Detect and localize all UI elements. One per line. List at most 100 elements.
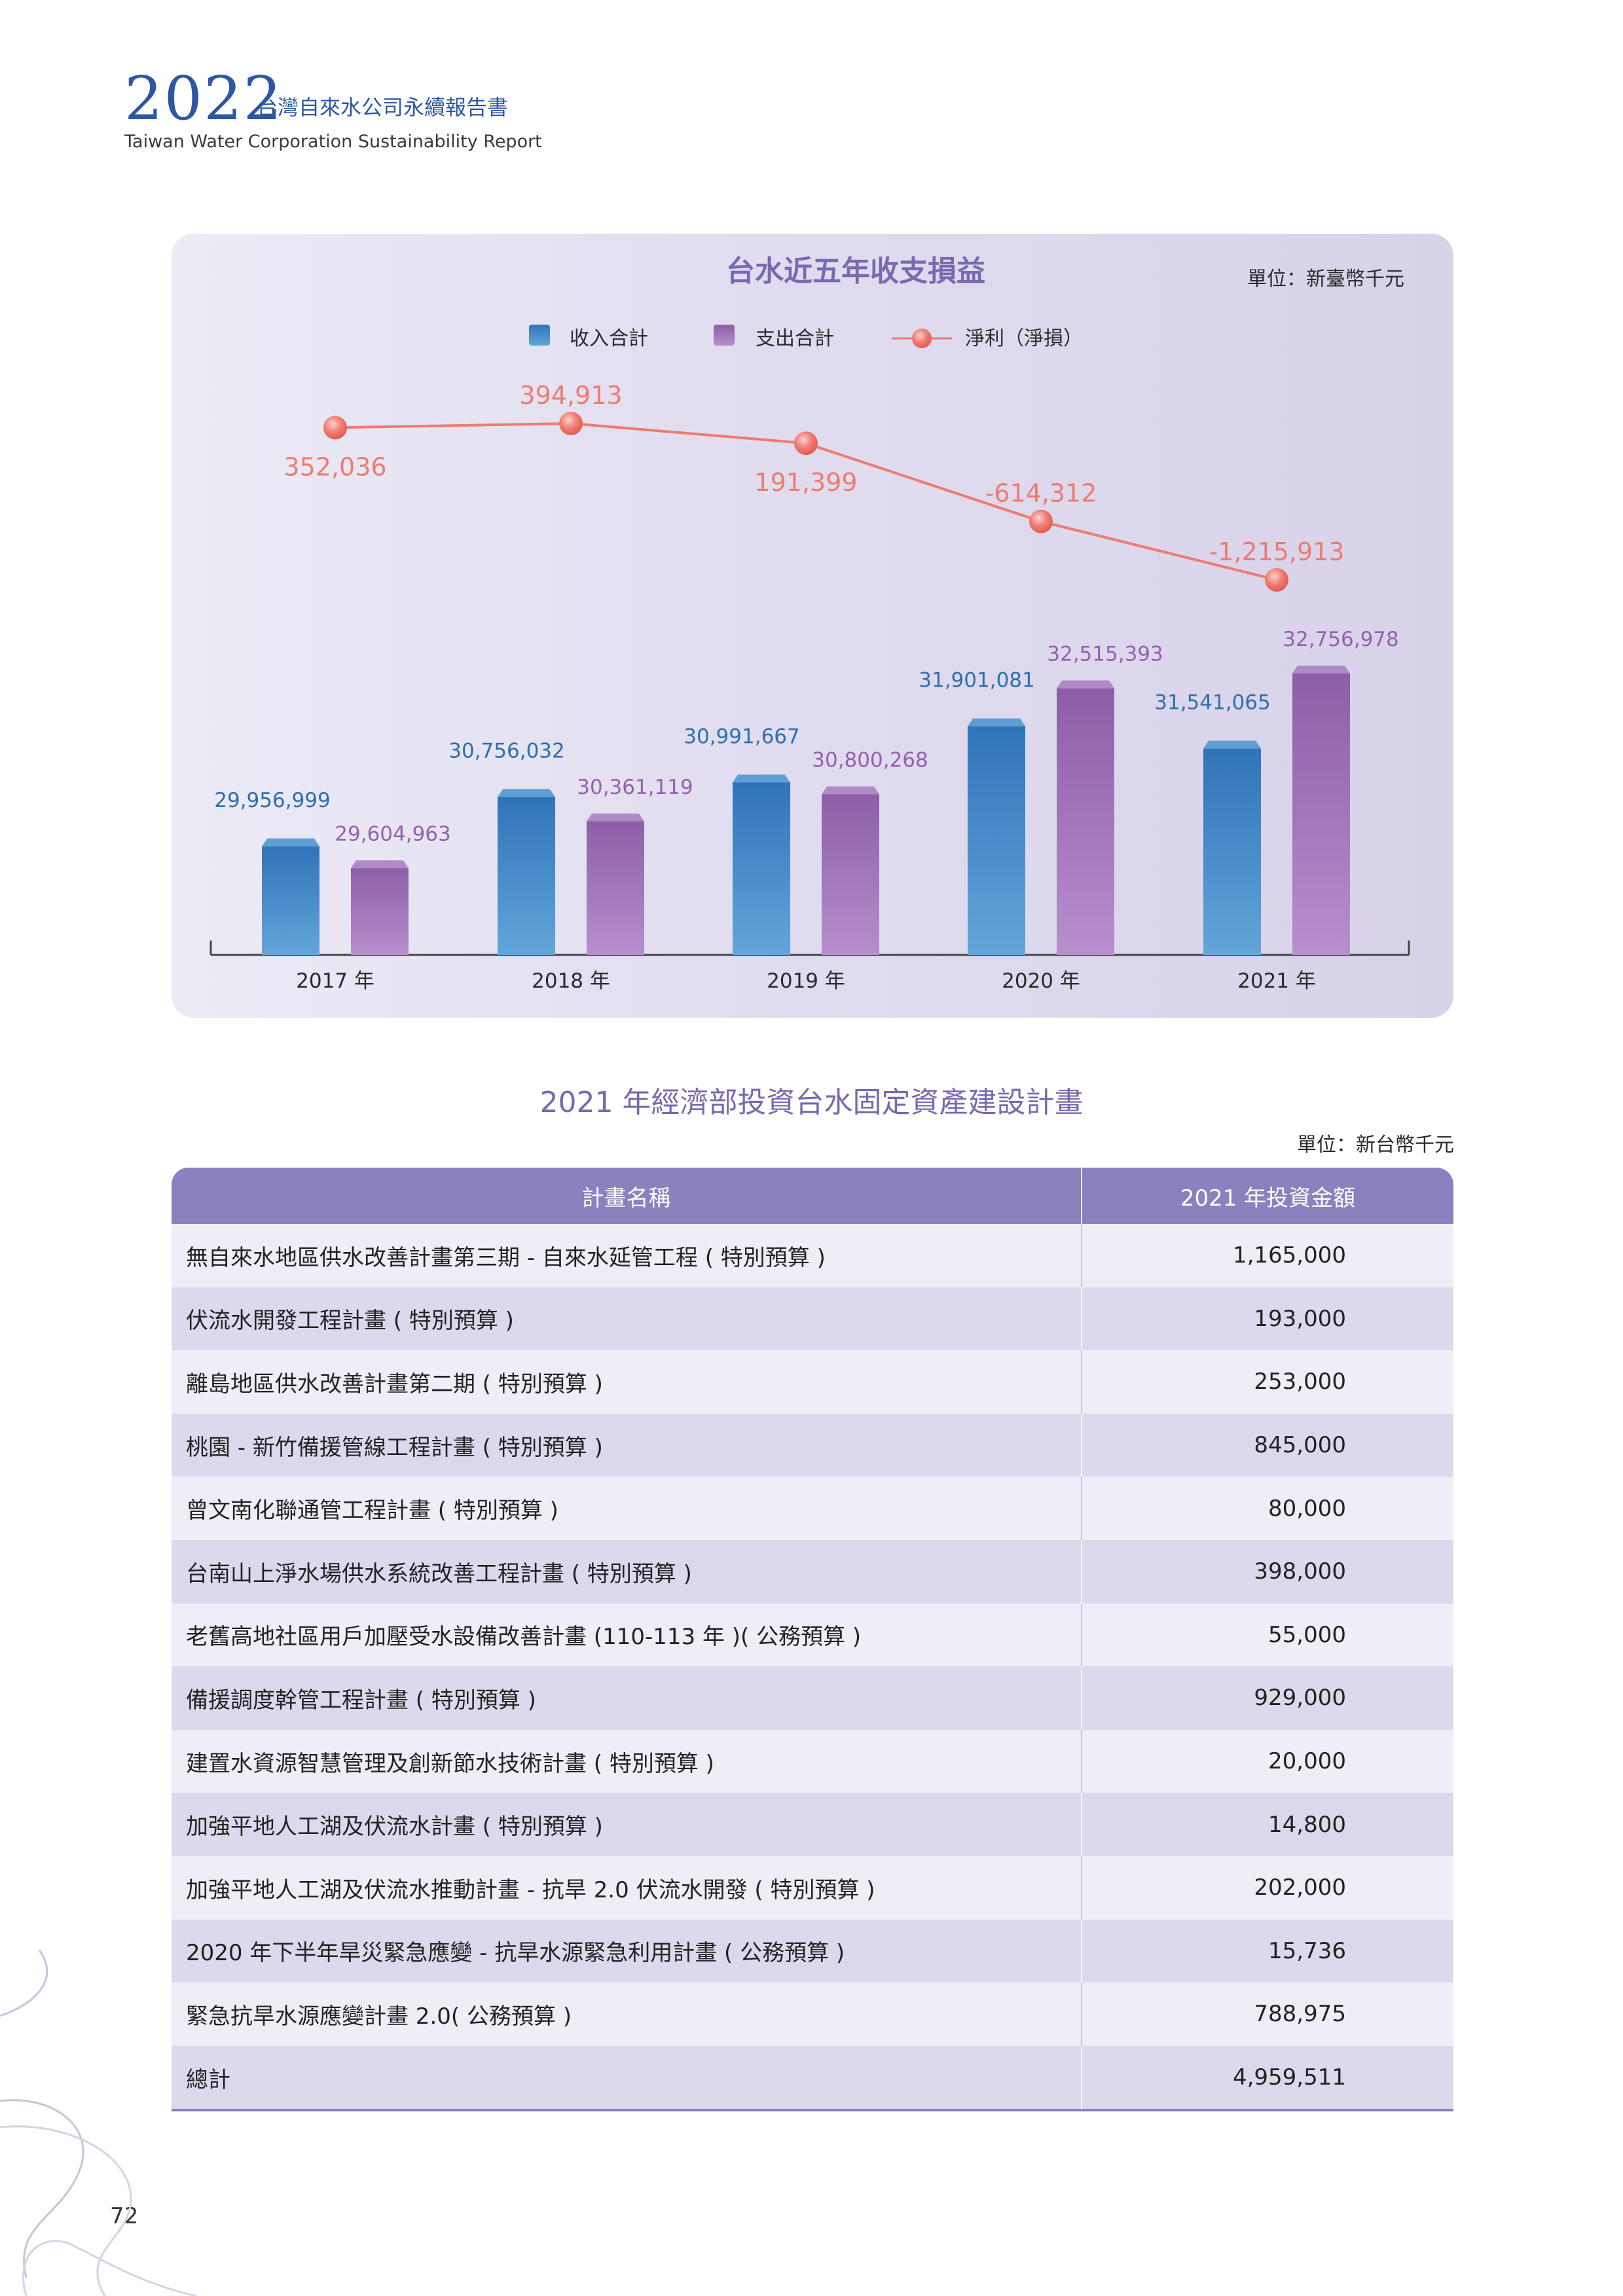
income-bar-0-label: 29,956,999 (214, 789, 331, 812)
legend-net-label: 淨利（淨損） (965, 327, 1083, 350)
amount-cell: 193,000 (1081, 1287, 1453, 1351)
table-row: 老舊高地社區用戶加壓受水設備改善計畫 (110-113 年 )( 公務預算 ) 5… (172, 1603, 1453, 1667)
income-bar-2-cap (733, 774, 790, 783)
table-row: 無自來水地區供水改善計畫第三期 - 自來水延管工程 ( 特別預算 ) 1,165,… (172, 1224, 1453, 1287)
income-expense-chart: 台水近五年收支損益 單位：新臺幣千元 收入合計 支出合計 淨利（淨損） 29,9… (210, 255, 1410, 993)
expense-bar-0-label: 29,604,963 (335, 822, 451, 846)
income-bar-1 (498, 797, 555, 955)
amount-cell: 788,975 (1081, 1982, 1453, 2046)
chart-panel: 台水近五年收支損益 單位：新臺幣千元 收入合計 支出合計 淨利（淨損） 29,9… (172, 234, 1453, 1018)
table-row: 備援調度幹管工程計畫 ( 特別預算 ) 929,000 (172, 1666, 1453, 1730)
amount-cell: 4,959,511 (1081, 2045, 1453, 2112)
plan-name-cell: 伏流水開發工程計畫 ( 特別預算 ) (172, 1287, 1082, 1351)
plan-name-cell: 老舊高地社區用戶加壓受水設備改善計畫 (110-113 年 )( 公務預算 ) (172, 1603, 1082, 1667)
report-title-en: Taiwan Water Corporation Sustainability … (124, 132, 542, 152)
amount-cell: 1,165,000 (1081, 1224, 1453, 1287)
net-label-4: -1,215,913 (1209, 537, 1344, 566)
income-bar-2 (733, 782, 790, 955)
table-row: 離島地區供水改善計畫第二期 ( 特別預算 ) 253,000 (172, 1350, 1453, 1414)
table-row: 建置水資源智慧管理及創新節水技術計畫 ( 特別預算 ) 20,000 (172, 1729, 1453, 1793)
net-point-3 (1029, 509, 1053, 533)
expense-bar-4-cap (1292, 665, 1350, 673)
report-title-zh: 台灣自來水公司永續報告書 (257, 95, 509, 120)
net-point-0 (323, 416, 347, 440)
page-number: 72 (110, 2203, 139, 2229)
net-label-1: 394,913 (519, 381, 622, 410)
plan-name-cell: 離島地區供水改善計畫第二期 ( 特別預算 ) (172, 1350, 1082, 1414)
legend-income-label: 收入合計 (570, 327, 648, 350)
chart-unit: 單位：新臺幣千元 (1247, 268, 1404, 291)
x-tick-0: 2017 年 (296, 969, 374, 993)
chart-legend: 收入合計 支出合計 淨利（淨損） (529, 325, 1083, 350)
expense-bar-1 (587, 821, 644, 955)
net-point-1 (559, 412, 583, 435)
amount-cell: 55,000 (1081, 1603, 1453, 1667)
table-row: 總計 4,959,511 (172, 2045, 1453, 2112)
chart-title: 台水近五年收支損益 (726, 255, 985, 288)
amount-cell: 14,800 (1081, 1793, 1453, 1856)
table-unit: 單位：新台幣千元 (1297, 1134, 1454, 1157)
plan-name-cell: 桃園 - 新竹備援管線工程計畫 ( 特別預算 ) (172, 1413, 1082, 1477)
amount-cell: 202,000 (1081, 1856, 1453, 1920)
expense-bar-4-label: 32,756,978 (1283, 628, 1399, 651)
x-tick-2: 2019 年 (767, 969, 845, 993)
expense-bar-3-cap (1057, 680, 1114, 689)
expense-bar-3 (1057, 688, 1114, 955)
expense-bar-3-label: 32,515,393 (1047, 643, 1163, 666)
amount-cell: 15,736 (1081, 1919, 1453, 1983)
header-plan-name: 計畫名稱 (172, 1168, 1082, 1224)
table-row: 桃園 - 新竹備援管線工程計畫 ( 特別預算 ) 845,000 (172, 1413, 1453, 1477)
income-bar-3-cap (968, 718, 1025, 726)
income-bar-1-label: 30,756,032 (448, 740, 565, 763)
table-row: 台南山上淨水場供水系統改善工程計畫 ( 特別預算 ) 398,000 (172, 1539, 1453, 1604)
amount-cell: 398,000 (1081, 1539, 1453, 1604)
expense-bar-0 (351, 868, 409, 955)
net-point-4 (1265, 568, 1288, 592)
income-bar-4 (1203, 748, 1261, 955)
table-row: 加強平地人工湖及伏流水計畫 ( 特別預算 ) 14,800 (172, 1793, 1453, 1856)
table-row: 2020 年下半年旱災緊急應變 - 抗旱水源緊急利用計畫 ( 公務預算 ) 15,… (172, 1919, 1453, 1983)
net-point-2 (794, 431, 818, 456)
legend-net-dot (912, 329, 932, 348)
plan-name-cell: 曾文南化聯通管工程計畫 ( 特別預算 ) (172, 1477, 1082, 1540)
income-bar-3 (968, 726, 1025, 955)
table-row: 加強平地人工湖及伏流水推動計畫 - 抗旱 2.0 伏流水開發 ( 特別預算 ) 2… (172, 1856, 1453, 1920)
expense-bar-1-label: 30,361,119 (577, 776, 693, 799)
expense-bar-1-cap (587, 813, 644, 821)
report-year: 2022 (124, 63, 283, 134)
plan-name-cell: 台南山上淨水場供水系統改善工程計畫 ( 特別預算 ) (172, 1539, 1082, 1604)
expense-bar-2-cap (822, 786, 879, 795)
income-bar-4-label: 31,541,065 (1154, 691, 1271, 715)
net-line-group: 352,036 394,913 191,399 -614,312 -1,215,913 (283, 381, 1345, 592)
table-title: 2021 年經濟部投資台水固定資產建設計畫 (539, 1086, 1084, 1119)
legend-income-swatch (529, 325, 550, 346)
amount-cell: 845,000 (1081, 1413, 1453, 1477)
income-bar-0-cap (262, 838, 319, 847)
expense-bar-0-cap (351, 860, 409, 869)
plan-name-cell: 備援調度幹管工程計畫 ( 特別預算 ) (172, 1666, 1082, 1730)
plan-name-cell: 加強平地人工湖及伏流水推動計畫 - 抗旱 2.0 伏流水開發 ( 特別預算 ) (172, 1856, 1082, 1920)
x-tick-1: 2018 年 (532, 969, 610, 993)
header-amount: 2021 年投資金額 (1081, 1168, 1453, 1224)
net-label-0: 352,036 (283, 452, 386, 481)
income-bar-0 (262, 846, 319, 955)
legend-expense-label: 支出合計 (756, 327, 834, 350)
expense-bar-2-label: 30,800,268 (812, 749, 928, 772)
net-label-3: -614,312 (985, 479, 1097, 508)
x-tick-3: 2020 年 (1002, 969, 1080, 993)
table-row: 緊急抗旱水源應變計畫 2.0( 公務預算 ) 788,975 (172, 1982, 1453, 2046)
amount-cell: 253,000 (1081, 1350, 1453, 1414)
plan-name-cell: 緊急抗旱水源應變計畫 2.0( 公務預算 ) (172, 1982, 1082, 2046)
amount-cell: 929,000 (1081, 1666, 1453, 1730)
income-bar-3-label: 31,901,081 (919, 669, 1035, 692)
net-label-2: 191,399 (754, 468, 857, 497)
amount-cell: 80,000 (1081, 1477, 1453, 1540)
expense-bar-4 (1292, 673, 1350, 955)
legend-expense-swatch (714, 325, 735, 346)
income-bar-2-label: 30,991,667 (684, 725, 800, 748)
table-row: 曾文南化聯通管工程計畫 ( 特別預算 ) 80,000 (172, 1477, 1453, 1540)
table-header-row: 計畫名稱 2021 年投資金額 (172, 1168, 1453, 1224)
investment-table: 計畫名稱 2021 年投資金額 無自來水地區供水改善計畫第三期 - 自來水延管工… (172, 1168, 1453, 2112)
plan-name-cell: 建置水資源智慧管理及創新節水技術計畫 ( 特別預算 ) (172, 1729, 1082, 1793)
